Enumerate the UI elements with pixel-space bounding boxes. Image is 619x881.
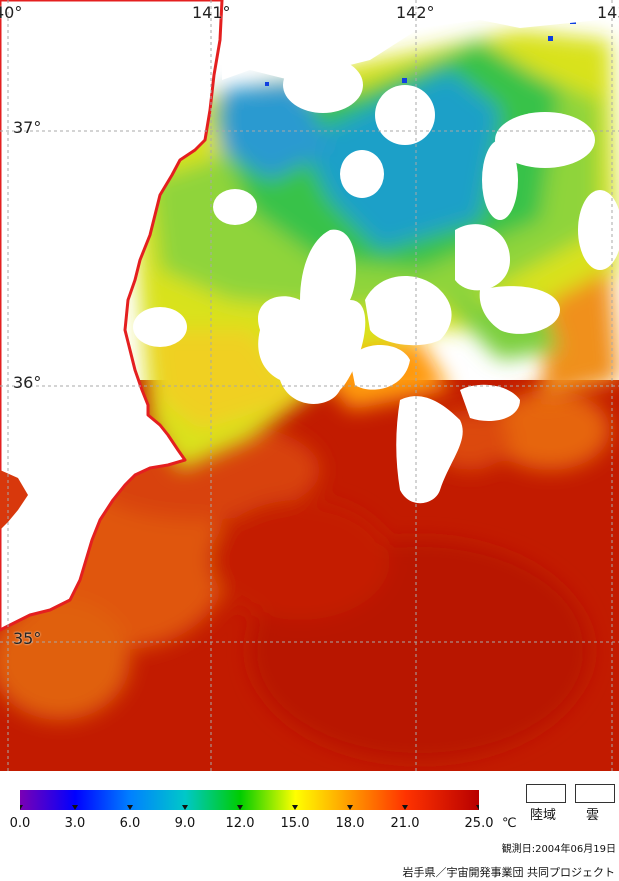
colorbar-tick-label: 15.0 xyxy=(280,816,310,831)
colorbar-tick-label: 9.0 xyxy=(174,816,196,831)
lat-label-35: 35° xyxy=(13,629,42,648)
lon-label-142: 142° xyxy=(396,3,435,22)
colorbar-tick-label: 18.0 xyxy=(335,816,365,831)
land-legend-swatch xyxy=(526,784,566,803)
colorbar-tick-label: 0.0 xyxy=(9,816,31,831)
lat-label-36: 36° xyxy=(13,373,42,392)
cloud-legend-swatch xyxy=(575,784,615,803)
observation-date: 観測日:2004年06月19日 xyxy=(501,844,616,855)
colorbar-tick-label: 12.0 xyxy=(225,816,255,831)
colorbar-tick-marks xyxy=(20,805,479,810)
lat-label-37: 37° xyxy=(13,118,42,137)
colorbar-tick-label: 25.0 xyxy=(464,816,494,831)
lon-label-140: 40° xyxy=(0,3,23,22)
temperature-colorbar xyxy=(20,790,479,810)
colorbar-unit: ℃ xyxy=(502,816,517,831)
colorbar-tick-label: 6.0 xyxy=(119,816,141,831)
lon-label-141: 141° xyxy=(192,3,231,22)
map-canvas xyxy=(0,0,619,771)
lon-label-143: 143° xyxy=(597,3,619,22)
sea-surface-temperature-map: 40° 141° 142° 143° 37° 36° 35° xyxy=(0,0,619,771)
cloud-regions xyxy=(133,0,619,504)
colorbar-tick-label: 21.0 xyxy=(390,816,420,831)
sea-warm-variation xyxy=(0,390,610,760)
land-area xyxy=(0,0,224,632)
graticule xyxy=(0,0,619,771)
credit-line: 岩手県／宇宙開発事業団 共同プロジェクト xyxy=(402,866,616,879)
land-legend-label: 陸域 xyxy=(530,808,557,823)
colorbar-tick-label: 3.0 xyxy=(64,816,86,831)
cloud-legend-label: 雲 xyxy=(586,808,600,823)
west-edge-warm-patch xyxy=(0,470,28,530)
